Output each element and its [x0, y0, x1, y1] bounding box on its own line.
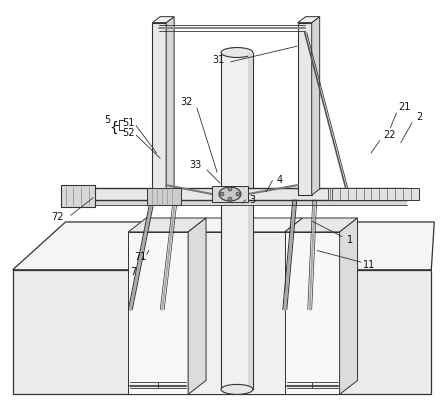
Polygon shape: [69, 200, 408, 205]
Polygon shape: [128, 218, 206, 232]
Text: 4: 4: [277, 175, 283, 185]
Text: 5: 5: [104, 115, 110, 125]
Text: 2: 2: [416, 112, 423, 122]
Text: 1: 1: [346, 235, 353, 245]
Text: 52: 52: [122, 128, 135, 138]
Circle shape: [220, 192, 224, 196]
Text: 32: 32: [180, 97, 192, 107]
Polygon shape: [312, 17, 320, 195]
Circle shape: [236, 192, 240, 196]
Polygon shape: [61, 185, 95, 207]
Polygon shape: [285, 218, 358, 232]
Ellipse shape: [219, 187, 241, 201]
Text: 21: 21: [398, 102, 411, 112]
Polygon shape: [13, 270, 431, 394]
Polygon shape: [248, 53, 253, 390]
Text: 3: 3: [249, 195, 255, 205]
Text: 71: 71: [134, 252, 147, 262]
Polygon shape: [13, 222, 434, 270]
Text: 33: 33: [189, 160, 201, 170]
Text: 11: 11: [363, 260, 376, 270]
Polygon shape: [152, 17, 174, 23]
Ellipse shape: [221, 385, 253, 394]
Polygon shape: [285, 232, 340, 394]
Polygon shape: [298, 17, 320, 23]
Polygon shape: [69, 188, 408, 200]
Polygon shape: [328, 188, 408, 200]
Text: {: {: [109, 121, 118, 135]
Polygon shape: [188, 218, 206, 394]
Polygon shape: [128, 232, 188, 394]
Polygon shape: [188, 232, 285, 394]
Text: 22: 22: [383, 130, 396, 140]
Text: 51: 51: [122, 118, 135, 128]
Polygon shape: [152, 23, 166, 195]
Polygon shape: [221, 53, 253, 390]
Text: 31: 31: [212, 56, 224, 66]
Ellipse shape: [221, 48, 253, 58]
Circle shape: [228, 197, 232, 201]
Text: 72: 72: [51, 212, 64, 222]
Circle shape: [228, 187, 232, 191]
Polygon shape: [332, 188, 420, 200]
Polygon shape: [166, 17, 174, 195]
Text: 7: 7: [130, 267, 136, 277]
Polygon shape: [212, 186, 248, 202]
Polygon shape: [188, 218, 303, 232]
Polygon shape: [340, 218, 358, 394]
Polygon shape: [147, 188, 181, 205]
Polygon shape: [298, 23, 312, 195]
